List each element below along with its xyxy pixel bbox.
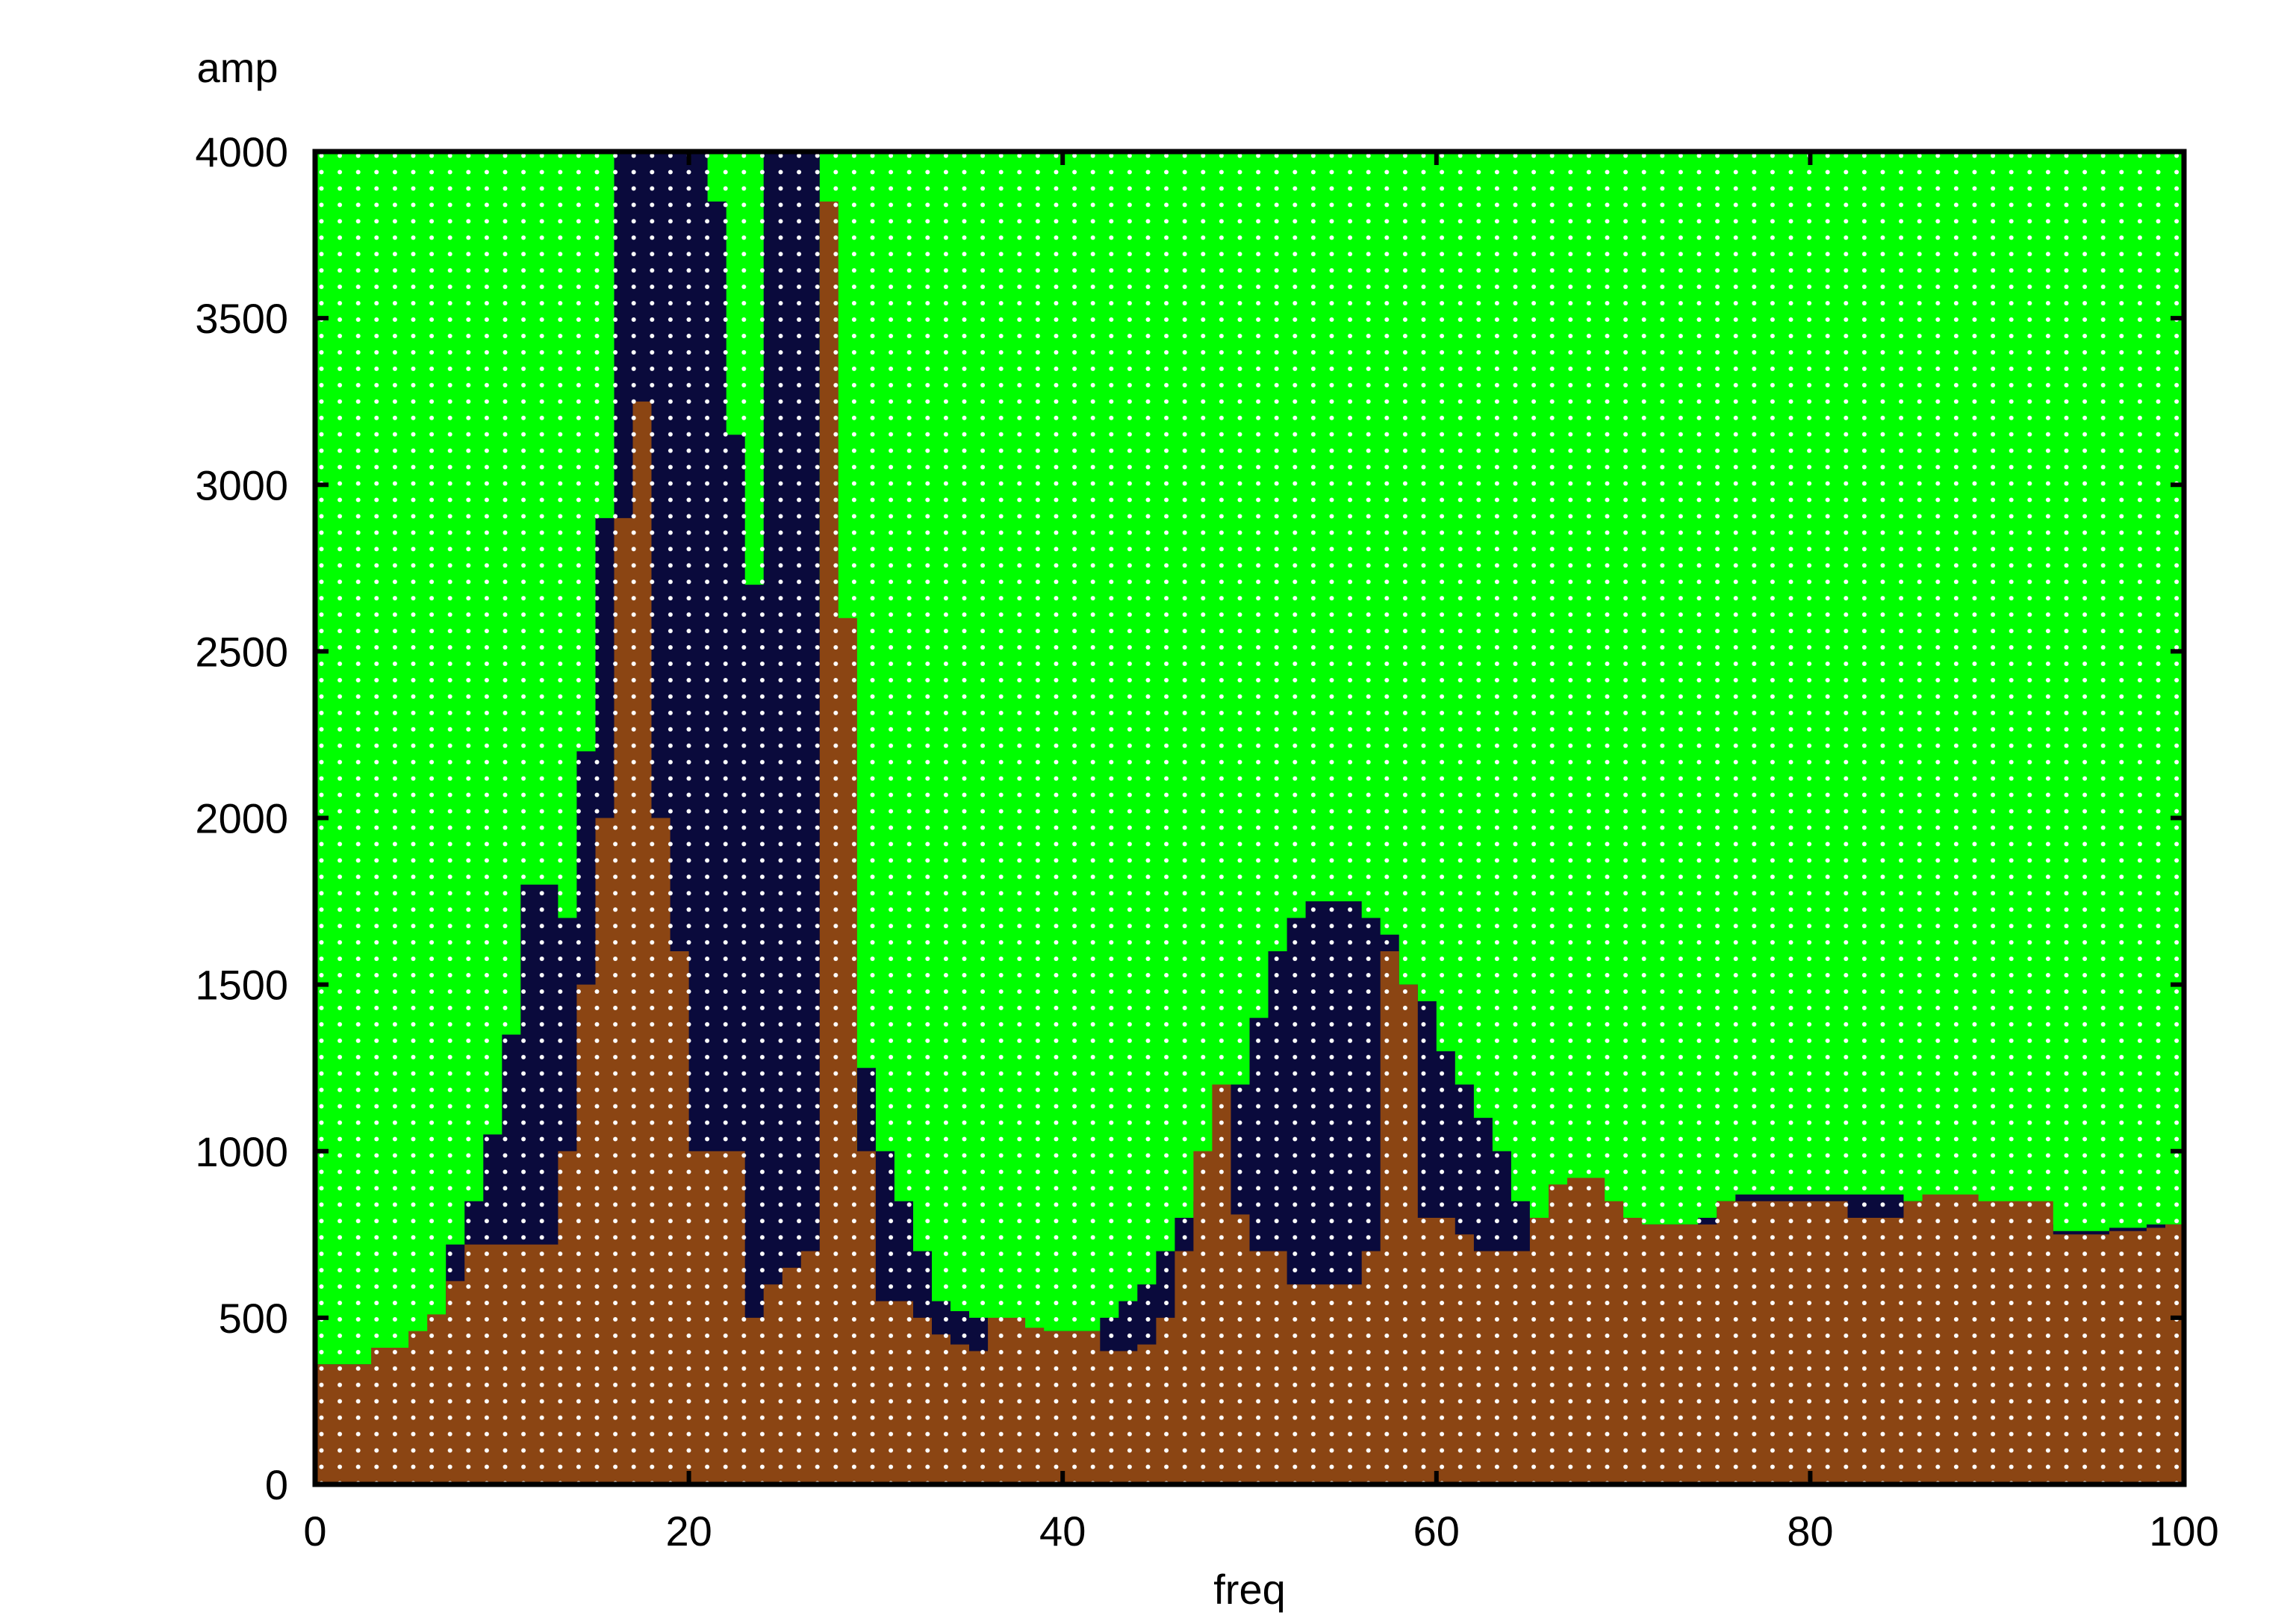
y-tick-label: 500	[219, 1295, 288, 1342]
x-tick-label: 60	[1413, 1508, 1460, 1555]
y-tick-label: 3500	[195, 295, 288, 342]
dot-grid-overlay	[315, 152, 2184, 1484]
x-tick-label: 40	[1039, 1508, 1086, 1555]
y-tick-label: 0	[265, 1461, 288, 1508]
y-tick-label: 1000	[195, 1128, 288, 1175]
y-axis-title: amp	[197, 44, 279, 91]
x-tick-label: 0	[303, 1508, 326, 1555]
y-tick-label: 3000	[195, 461, 288, 508]
plot-area	[315, 152, 2184, 1484]
x-axis-title: freq	[1213, 1566, 1286, 1613]
y-axis: 0 500 1000 1500 2000 2500 3000 3500 4000	[195, 128, 2184, 1508]
y-tick-label: 4000	[195, 128, 288, 175]
y-tick-label: 1500	[195, 962, 288, 1009]
x-tick-label: 80	[1787, 1508, 1833, 1555]
x-axis: 0 20 40 60 80 100	[303, 152, 2219, 1555]
x-tick-label: 100	[2149, 1508, 2218, 1555]
y-tick-label: 2000	[195, 795, 288, 842]
y-tick-label: 2500	[195, 628, 288, 675]
x-tick-label: 20	[665, 1508, 712, 1555]
